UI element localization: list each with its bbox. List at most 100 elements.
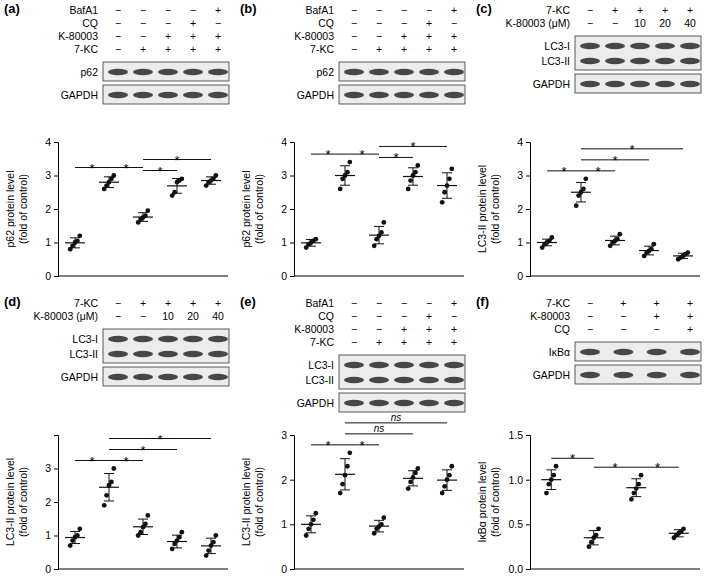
blot-band — [369, 377, 389, 383]
point — [681, 526, 686, 531]
treatment-mark: − — [190, 4, 196, 16]
treatment-mark: − — [426, 297, 432, 309]
treatment-mark: + — [451, 297, 457, 309]
treatment-label: K-80003 (μM) — [506, 17, 570, 29]
point — [442, 190, 447, 195]
x-axis-line — [530, 569, 700, 570]
y-tick-label: 2 — [45, 496, 51, 508]
y-tick-label: 2 — [45, 203, 51, 215]
treatment-mark: − — [587, 4, 593, 16]
treatment-mark: + — [165, 43, 171, 55]
blot-band — [394, 92, 414, 98]
y-axis-title: LC3-II protein level — [476, 165, 488, 253]
point — [347, 160, 352, 165]
y-tick-label: 2 — [517, 203, 523, 215]
panel-label: (b) — [240, 1, 257, 16]
y-tick: 0.5 — [508, 518, 530, 530]
treatment-label: CQ — [318, 17, 334, 29]
y-tick-label: 3 — [517, 169, 523, 181]
blot-band — [344, 69, 364, 75]
point — [304, 533, 309, 538]
point — [551, 473, 556, 478]
treatment-mark: − — [351, 4, 357, 16]
blot-band — [580, 58, 600, 64]
treatment-label: CQ — [82, 17, 98, 29]
treatment-mark: + — [687, 323, 693, 335]
blot — [339, 85, 465, 104]
error-bar — [70, 238, 80, 248]
error-bar — [70, 531, 80, 543]
y-tick-mark — [290, 435, 294, 436]
blot-band — [108, 351, 128, 357]
treatment-mark: + — [654, 297, 660, 309]
treatment-label: 7-KC — [310, 43, 334, 55]
treatment-label: CQ — [554, 323, 570, 335]
panel-label: (c) — [476, 1, 492, 16]
point — [213, 533, 218, 538]
point — [685, 250, 690, 255]
error-bar — [589, 531, 599, 545]
point — [211, 540, 216, 545]
y-axis-title: (fold of control) — [253, 467, 265, 537]
x-axis — [58, 276, 228, 277]
blot-band — [394, 362, 414, 368]
x-axis — [530, 569, 700, 570]
treatment-label: 7-KC — [74, 43, 98, 55]
x-axis-line — [294, 276, 464, 277]
point — [583, 176, 588, 181]
sig-label: * — [359, 147, 364, 162]
blot-band — [369, 362, 389, 368]
error-bar — [408, 471, 418, 486]
blot-label: LC3-I — [72, 333, 98, 345]
treatment-label: 7-KC — [310, 336, 334, 348]
sig-label: * — [123, 161, 128, 176]
treatment-mark: + — [451, 4, 457, 16]
y-tick-label: 1 — [45, 236, 51, 248]
y-tick-mark — [290, 276, 294, 277]
point — [546, 482, 551, 487]
y-axis-line — [290, 143, 295, 277]
y-axis-title: (fold of control) — [253, 174, 265, 244]
point — [143, 521, 148, 526]
sig-label: * — [325, 438, 330, 453]
y-tick: 1.5 — [508, 429, 530, 441]
point — [636, 482, 641, 487]
blot-band — [108, 92, 128, 98]
treatment-mark: − — [115, 310, 121, 322]
treatment-mark: − — [115, 17, 121, 29]
point — [406, 486, 411, 491]
blot — [575, 342, 701, 361]
blot-band — [630, 81, 650, 87]
treatment-mark: − — [654, 323, 660, 335]
treatment-label: 7-KC — [546, 297, 570, 309]
treatment-mark: − — [140, 17, 146, 29]
error-bar — [631, 479, 641, 497]
y-tick-mark — [290, 243, 294, 244]
sig-label: * — [123, 454, 128, 469]
y-tick-label: 1.5 — [508, 429, 523, 441]
blot — [575, 74, 701, 93]
treatment-mark: + — [215, 30, 221, 42]
blot-band — [183, 351, 203, 357]
treatment-mark: + — [401, 323, 407, 335]
panel-label: (a) — [4, 1, 20, 16]
panel: (f)7-KC−+++K-80003−−++CQ−−−+IκBαGAPDH0.0… — [476, 294, 701, 575]
treatment-mark: + — [451, 43, 457, 55]
x-axis — [530, 276, 700, 277]
sig-label: * — [595, 164, 600, 179]
y-tick-mark — [290, 209, 294, 210]
point — [311, 517, 316, 522]
y-tick-label: 0.5 — [508, 518, 523, 530]
blot-label: LC3-II — [541, 55, 570, 67]
error-bar — [206, 177, 216, 184]
y-tick: 3 — [517, 169, 530, 181]
sig-label: ns — [391, 412, 402, 423]
error-bar — [610, 236, 620, 245]
error-bar — [576, 183, 586, 202]
blot-band — [183, 92, 203, 98]
sig-label: * — [89, 454, 94, 469]
sig-label: * — [655, 460, 660, 475]
point — [313, 511, 318, 516]
y-tick-mark — [290, 176, 294, 177]
blot-band — [613, 372, 633, 378]
